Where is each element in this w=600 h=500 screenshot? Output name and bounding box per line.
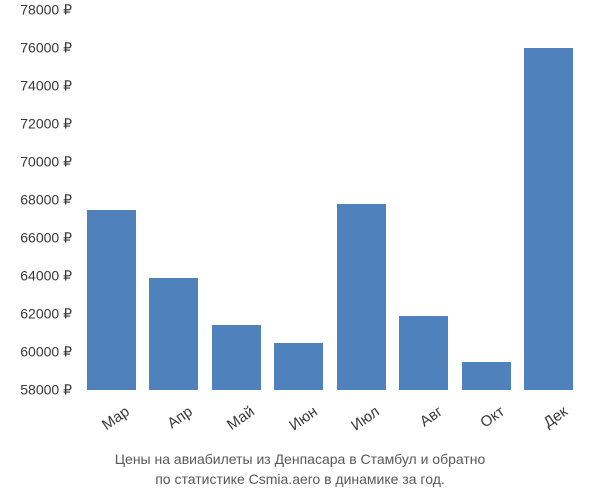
y-tick-label: 62000 ₽ xyxy=(20,306,72,323)
bar xyxy=(274,343,323,391)
x-tick-label: Май xyxy=(215,403,258,440)
y-tick-label: 58000 ₽ xyxy=(20,382,72,399)
chart-plot xyxy=(80,10,580,390)
caption-line-2: по статистике Csmia.aero в динамике за г… xyxy=(0,470,600,490)
x-tick-label: Окт xyxy=(465,403,508,440)
y-tick-label: 74000 ₽ xyxy=(20,78,72,95)
y-tick-label: 70000 ₽ xyxy=(20,154,72,171)
y-tick-label: 68000 ₽ xyxy=(20,192,72,209)
y-tick-label: 64000 ₽ xyxy=(20,268,72,285)
x-tick-label: Апр xyxy=(153,403,196,440)
bar xyxy=(399,316,448,390)
bar xyxy=(524,48,573,390)
bar xyxy=(87,210,136,391)
x-axis: Мар Апр Май Июн Июл Авг Окт Дек xyxy=(80,395,580,445)
x-tick-label: Июл xyxy=(340,403,383,440)
bar xyxy=(337,204,386,390)
x-tick-label: Мар xyxy=(90,403,133,440)
x-tick-label: Авг xyxy=(403,403,446,440)
bar xyxy=(149,278,198,390)
bar xyxy=(212,325,261,390)
y-axis: 58000 ₽60000 ₽62000 ₽64000 ₽66000 ₽68000… xyxy=(0,10,80,390)
y-tick-label: 60000 ₽ xyxy=(20,344,72,361)
x-tick-label: Июн xyxy=(278,403,321,440)
x-tick-label: Дек xyxy=(528,403,571,440)
y-tick-label: 78000 ₽ xyxy=(20,2,72,19)
y-tick-label: 72000 ₽ xyxy=(20,116,72,133)
caption-line-1: Цены на авиабилеты из Денпасара в Стамбу… xyxy=(0,450,600,470)
y-tick-label: 66000 ₽ xyxy=(20,230,72,247)
y-tick-label: 76000 ₽ xyxy=(20,40,72,57)
bar xyxy=(462,362,511,391)
plot-area xyxy=(80,10,580,390)
